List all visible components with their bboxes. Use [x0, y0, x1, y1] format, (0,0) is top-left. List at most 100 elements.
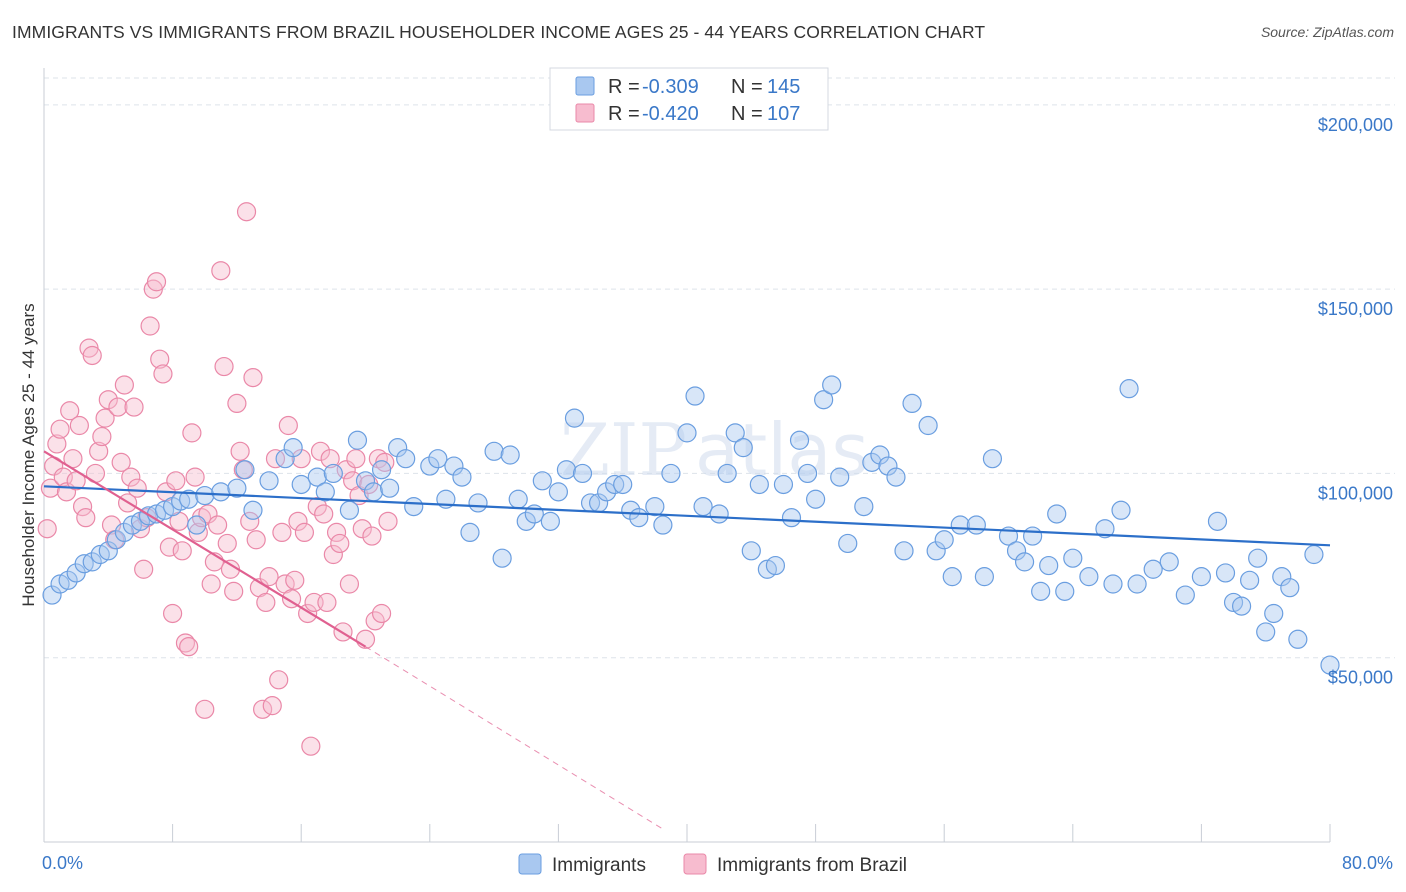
- immigrants-point: [1191, 567, 1212, 587]
- stats-legend-box: [549, 67, 829, 131]
- immigrants-point: [1143, 559, 1163, 579]
- immigrants-point: [1055, 581, 1075, 601]
- bottom-swatch-immigrants: [518, 853, 542, 875]
- brazil-point: [60, 401, 80, 421]
- brazil-point: [285, 570, 305, 590]
- immigrants-point: [1248, 548, 1268, 568]
- immigrants-point: [1264, 603, 1284, 624]
- immigrants-point: [1103, 574, 1123, 594]
- immigrants-point: [540, 511, 560, 531]
- immigrants-point: [1272, 567, 1292, 587]
- legend-n-label-1: N =: [731, 76, 763, 98]
- immigrants-point: [82, 552, 102, 572]
- immigrants-point: [187, 515, 207, 535]
- immigrants-point: [918, 415, 938, 436]
- legend-n-value-1: 145: [767, 76, 800, 98]
- brazil-point: [265, 449, 286, 469]
- immigrants-point: [1215, 563, 1236, 583]
- immigrants-trend-line: [43, 485, 1331, 547]
- immigrants-point: [1006, 541, 1027, 561]
- immigrants-point: [1280, 578, 1300, 598]
- immigrants-point: [1288, 629, 1308, 649]
- immigrants-point: [468, 493, 488, 513]
- immigrants-point: [709, 504, 729, 524]
- brazil-point: [224, 581, 244, 601]
- brazil-point: [140, 316, 160, 336]
- immigrants-point: [1240, 570, 1260, 590]
- immigrants-point: [797, 463, 818, 484]
- immigrants-point: [717, 463, 737, 484]
- x-tick-label-min: 0.0%: [42, 853, 83, 873]
- watermark-atlas: atlas: [695, 408, 869, 492]
- tick-labels: $50,000 $100,000 $150,000 $200,000 0.0% 80.0%: [42, 115, 1393, 873]
- immigrants-point: [275, 449, 295, 469]
- brazil-point: [114, 375, 134, 395]
- immigrants-point: [74, 554, 94, 574]
- immigrants-point: [532, 471, 552, 491]
- brazil-point: [214, 356, 234, 377]
- immigrants-point: [653, 515, 673, 535]
- immigrants-point: [1231, 596, 1252, 616]
- brazil-points: [37, 202, 398, 756]
- immigrants-point: [741, 541, 761, 561]
- brazil-point: [195, 699, 215, 719]
- immigrants-point: [339, 500, 360, 520]
- immigrants-point: [1023, 526, 1043, 546]
- legend-r-value-2: -0.420: [642, 103, 699, 125]
- bottom-legend-immigrants: Immigrants: [552, 855, 646, 876]
- stats-legend: R = -0.309 N = 145 R = -0.420 N = 107: [549, 67, 829, 131]
- immigrants-points: [42, 375, 1340, 675]
- source-label: Source: ZipAtlas.com: [1260, 24, 1394, 40]
- immigrants-point: [814, 390, 834, 410]
- immigrants-point: [661, 463, 681, 484]
- brazil-point: [256, 592, 276, 613]
- bottom-swatch-brazil: [683, 853, 707, 875]
- brazil-point: [188, 522, 208, 543]
- immigrants-point: [621, 500, 641, 520]
- trend-lines: [43, 450, 1331, 830]
- immigrants-point: [42, 585, 62, 605]
- immigrants-point: [564, 408, 585, 428]
- immigrants-point: [347, 430, 368, 450]
- legend-r-label-1: R =: [608, 76, 640, 98]
- brazil-point: [69, 415, 89, 436]
- immigrants-point: [179, 489, 199, 509]
- immigrants-point: [822, 375, 842, 395]
- brazil-point: [269, 670, 289, 690]
- brazil-point: [236, 202, 257, 222]
- immigrants-point: [693, 497, 713, 517]
- brazil-point: [217, 533, 237, 554]
- grid-lines: [44, 77, 1395, 659]
- brazil-point: [346, 449, 366, 469]
- immigrants-point: [106, 530, 126, 550]
- axes: [43, 68, 1331, 843]
- immigrants-point: [516, 511, 536, 531]
- immigrants-point: [307, 467, 327, 487]
- brazil-point: [121, 467, 141, 487]
- x-tick-label-max: 80.0%: [1342, 853, 1393, 873]
- immigrants-point: [1320, 655, 1340, 675]
- immigrants-point: [380, 478, 400, 498]
- brazil-point: [98, 390, 118, 410]
- legend-swatch-immigrants: [575, 76, 595, 96]
- immigrants-point: [725, 423, 745, 443]
- immigrants-point: [1079, 567, 1099, 587]
- brazil-point: [240, 511, 260, 531]
- immigrants-point: [420, 456, 440, 476]
- y-tick-label: $100,000: [1318, 483, 1393, 503]
- immigrants-point: [259, 471, 279, 491]
- brazil-point: [134, 559, 154, 579]
- watermark-zip: ZIP: [560, 408, 687, 492]
- immigrants-point: [685, 386, 705, 406]
- brazil-point: [326, 522, 347, 543]
- brazil-point: [111, 452, 131, 472]
- immigrants-point: [677, 423, 697, 443]
- immigrants-point: [572, 463, 593, 484]
- brazil-point: [179, 637, 199, 657]
- immigrants-point: [830, 467, 850, 487]
- y-tick-label: $150,000: [1318, 299, 1393, 319]
- immigrants-point: [982, 449, 1003, 469]
- immigrants-point: [1119, 379, 1139, 399]
- immigrants-point: [805, 489, 826, 509]
